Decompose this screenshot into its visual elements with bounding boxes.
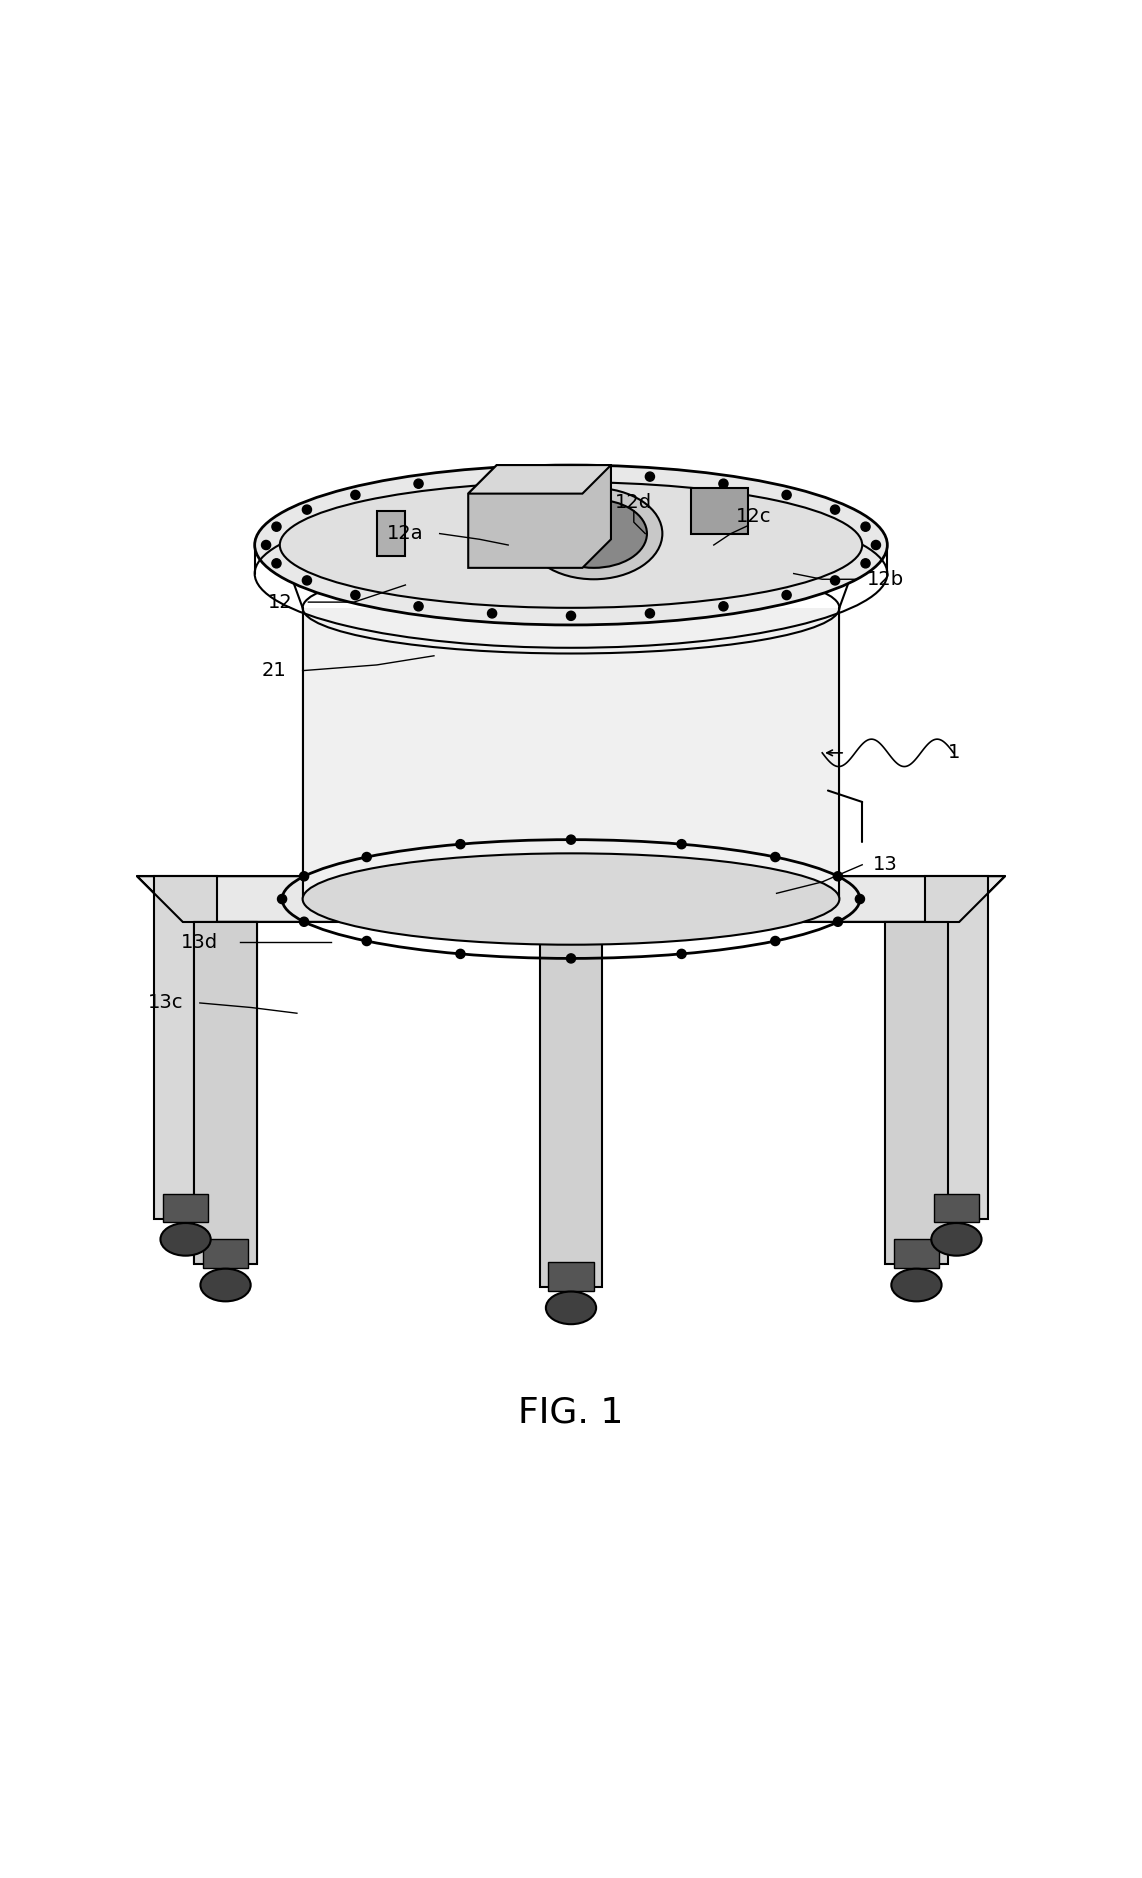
- Circle shape: [834, 871, 843, 881]
- Text: 12a: 12a: [387, 524, 424, 543]
- Circle shape: [855, 894, 864, 903]
- Circle shape: [362, 937, 371, 947]
- Text: FIG. 1: FIG. 1: [518, 1395, 624, 1429]
- Circle shape: [303, 577, 312, 584]
- Circle shape: [415, 479, 424, 488]
- Polygon shape: [303, 608, 839, 900]
- Circle shape: [272, 560, 281, 567]
- Ellipse shape: [891, 1270, 941, 1301]
- Circle shape: [771, 937, 780, 947]
- Circle shape: [677, 948, 686, 958]
- Text: 13: 13: [872, 854, 898, 875]
- Circle shape: [782, 590, 791, 599]
- Circle shape: [299, 916, 308, 926]
- Circle shape: [351, 490, 360, 500]
- Circle shape: [566, 470, 576, 479]
- Circle shape: [719, 601, 729, 610]
- Ellipse shape: [201, 1270, 251, 1301]
- Ellipse shape: [255, 466, 887, 625]
- Circle shape: [299, 871, 308, 881]
- Circle shape: [413, 601, 423, 610]
- Ellipse shape: [525, 488, 662, 578]
- Circle shape: [272, 522, 281, 531]
- Circle shape: [645, 608, 654, 618]
- Circle shape: [719, 479, 729, 488]
- Circle shape: [645, 471, 654, 481]
- Circle shape: [566, 954, 576, 963]
- Circle shape: [771, 853, 780, 862]
- Circle shape: [262, 541, 271, 550]
- Circle shape: [488, 471, 497, 481]
- Polygon shape: [925, 877, 988, 1219]
- Polygon shape: [540, 922, 603, 1286]
- Text: 1: 1: [948, 744, 959, 762]
- Polygon shape: [137, 877, 1005, 922]
- Polygon shape: [933, 1194, 979, 1223]
- Polygon shape: [154, 877, 217, 1219]
- Polygon shape: [893, 1239, 939, 1268]
- Circle shape: [566, 836, 576, 845]
- Text: 12: 12: [267, 593, 292, 612]
- Text: 21: 21: [262, 661, 287, 680]
- Polygon shape: [377, 511, 405, 556]
- Ellipse shape: [160, 1223, 211, 1256]
- Circle shape: [871, 541, 880, 550]
- Circle shape: [677, 839, 686, 849]
- Circle shape: [362, 853, 371, 862]
- Circle shape: [351, 590, 360, 599]
- Circle shape: [861, 560, 870, 567]
- Text: 13c: 13c: [147, 993, 184, 1012]
- Polygon shape: [548, 1262, 594, 1290]
- Polygon shape: [691, 488, 748, 533]
- Circle shape: [488, 608, 497, 618]
- Circle shape: [456, 839, 465, 849]
- Ellipse shape: [546, 1292, 596, 1324]
- Circle shape: [830, 577, 839, 584]
- Circle shape: [303, 505, 312, 515]
- Ellipse shape: [931, 1223, 982, 1256]
- Circle shape: [830, 505, 839, 515]
- Circle shape: [861, 522, 870, 531]
- Polygon shape: [203, 1239, 249, 1268]
- Polygon shape: [468, 466, 611, 494]
- Polygon shape: [468, 466, 611, 567]
- Ellipse shape: [541, 500, 646, 567]
- Circle shape: [456, 948, 465, 958]
- Text: 12d: 12d: [616, 494, 652, 513]
- Circle shape: [782, 490, 791, 500]
- Circle shape: [834, 916, 843, 926]
- Text: 12b: 12b: [867, 569, 903, 590]
- Ellipse shape: [280, 483, 862, 608]
- Text: 12c: 12c: [735, 507, 772, 526]
- Circle shape: [278, 894, 287, 903]
- Text: 13d: 13d: [182, 933, 218, 952]
- Ellipse shape: [303, 853, 839, 945]
- Circle shape: [566, 610, 576, 620]
- Polygon shape: [163, 1194, 208, 1223]
- Polygon shape: [194, 922, 257, 1264]
- Polygon shape: [885, 922, 948, 1264]
